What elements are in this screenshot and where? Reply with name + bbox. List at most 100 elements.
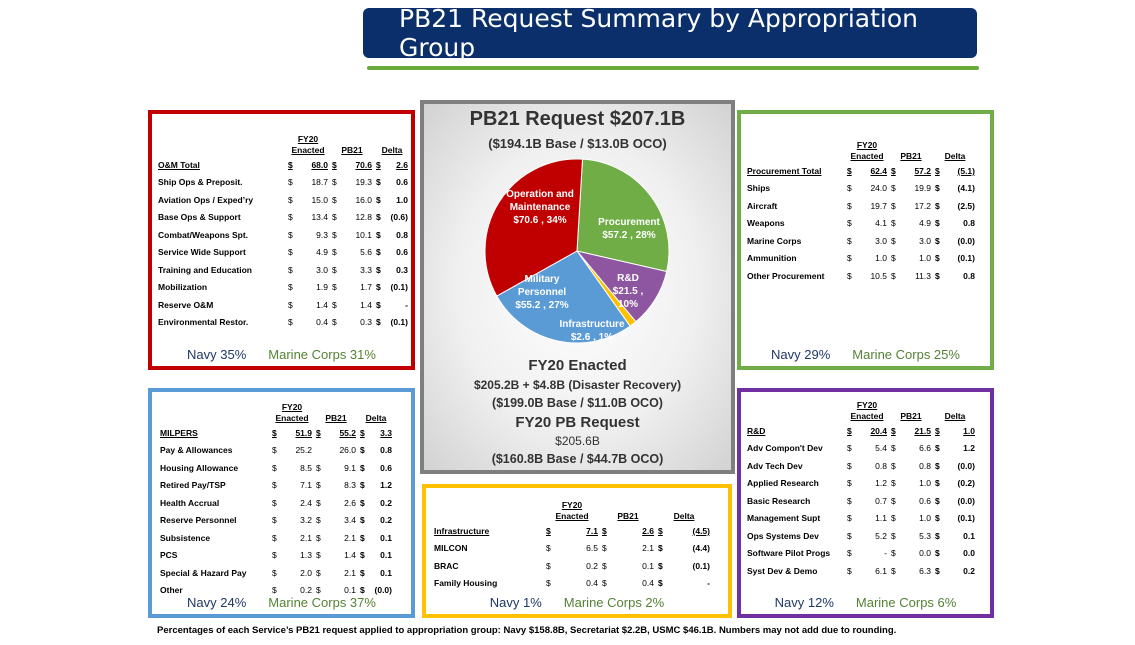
delta-currency: $	[935, 478, 940, 489]
delta-value: (0.1)	[957, 253, 975, 264]
pb21-value: 2.1	[642, 543, 654, 554]
pb21-value: 3.0	[919, 235, 931, 246]
fy20-currency: $	[847, 165, 852, 176]
pb21-value: 9.1	[344, 462, 356, 473]
milpers-header-fy20: FY20 Enacted	[275, 402, 309, 423]
pb21-value: 0.0	[919, 548, 931, 559]
pb21-currency: $	[891, 183, 896, 194]
table-row: PCS $1.3 $1.4 $0.1	[158, 547, 394, 565]
row-label: Housing Allowance	[160, 462, 239, 473]
fy20-enacted-line2: ($199.0B Base / $11.0B OCO)	[492, 396, 663, 410]
fy20-value: 0.4	[316, 317, 328, 328]
row-label: BRAC	[434, 560, 459, 571]
pb21-value: 2.6	[344, 497, 356, 508]
infrastructure-navy-share: Navy 1%	[489, 595, 542, 610]
milpers-usmc-share: Marine Corps 37%	[268, 595, 376, 610]
delta-value: 1.2	[963, 443, 975, 454]
delta-currency: $	[376, 264, 381, 275]
row-label: Training and Education	[158, 264, 252, 275]
table-row: Ops Systems Dev $5.2 $5.3 $0.1	[745, 527, 977, 545]
row-label: Aviation Ops / Exped’ry	[158, 194, 254, 205]
table-row: Subsistence $2.1 $2.1 $0.1	[158, 529, 394, 547]
delta-currency: $	[935, 183, 940, 194]
pb21-value: 5.3	[919, 530, 931, 541]
delta-value: (2.5)	[957, 200, 975, 211]
fy20-value: 1.0	[875, 253, 887, 264]
pb21-currency: $	[891, 513, 896, 524]
fy20-value: 1.9	[316, 282, 328, 293]
infrastructure-panel: FY20 Enacted PB21 Delta Infrastructure $7…	[422, 484, 732, 618]
table-row: Reserve Personnel $3.2 $3.4 $0.2	[158, 512, 394, 530]
delta-value: 0.2	[963, 565, 975, 576]
milpers-body: MILPERS $51.9 $55.2 $3.3 Pay & Allowances $25…	[158, 424, 394, 599]
pb21-value: 1.0	[919, 513, 931, 524]
delta-value: 2.6	[396, 159, 408, 170]
pb21-currency: $	[316, 567, 321, 578]
infrastructure-header-delta: Delta	[673, 511, 695, 521]
pb21-currency: $	[891, 495, 896, 506]
delta-currency: $	[376, 299, 381, 310]
delta-value: 0.6	[396, 177, 408, 188]
delta-currency: $	[658, 578, 663, 589]
pie-label-procurement: Procurement $57.2 , 28%	[598, 217, 660, 241]
fy20-currency: $	[272, 445, 277, 456]
pb21-currency: $	[332, 159, 337, 170]
fy20-currency: $	[288, 247, 293, 258]
pb21-value: 1.4	[344, 550, 356, 561]
fy20-value: 5.4	[875, 443, 887, 454]
om-panel: FY20 Enacted PB21 Delta O&M Total $68.0 $70…	[148, 110, 415, 370]
pb21-value: 0.1	[344, 585, 356, 596]
pb21-currency: $	[316, 550, 321, 561]
fy20-value: 19.7	[870, 200, 887, 211]
fy20-currency: $	[272, 550, 277, 561]
fy20-value: 24.0	[870, 183, 887, 194]
fy20-currency: $	[847, 460, 852, 471]
fy20-currency: $	[847, 548, 852, 559]
fy20-currency: $	[288, 264, 293, 275]
delta-value: (4.1)	[957, 183, 975, 194]
pb21-value: 6.6	[919, 443, 931, 454]
pb21-value: 55.2	[339, 427, 356, 438]
pb21-currency: $	[891, 565, 896, 576]
pb21-value: 0.6	[919, 495, 931, 506]
delta-currency: $	[360, 585, 365, 596]
pb21-value: 70.6	[355, 159, 372, 170]
pb21-value: 26.0	[339, 445, 356, 456]
fy20-value: 4.9	[316, 247, 328, 258]
pb21-value: 19.3	[355, 177, 372, 188]
row-label: Ship Ops & Preposit.	[158, 177, 243, 188]
pb21-value: 4.9	[919, 218, 931, 229]
row-label: Marine Corps	[747, 235, 802, 246]
delta-value: 0.6	[396, 247, 408, 258]
fy20-currency: $	[272, 462, 277, 473]
pb21-value: 1.0	[919, 253, 931, 264]
table-row: Combat/Weapons Spt. $9.3 $10.1 $0.8	[156, 226, 410, 244]
pie-slice-procurement	[576, 158, 670, 273]
om-table: FY20 Enacted PB21 Delta O&M Total $68.0 $70…	[156, 134, 410, 331]
infrastructure-body: Infrastructure $7.1 $2.6 $ (4.5) MILCON $6.5 $2…	[432, 522, 712, 592]
om-navy-share: Navy 35%	[187, 347, 247, 362]
delta-currency: $	[935, 565, 940, 576]
row-label: Management Supt	[747, 513, 821, 524]
fy20-currency: $	[847, 565, 852, 576]
fy20-currency: $	[272, 515, 277, 526]
fy20-value: 7.1	[586, 525, 598, 536]
fy20-currency: $	[272, 585, 277, 596]
fy20-value: 62.4	[870, 165, 887, 176]
row-label: Ops Systems Dev	[747, 530, 819, 541]
table-row: Aviation Ops / Exped’ry $15.0 $16.0 $1.0	[156, 191, 410, 209]
row-label: R&D	[747, 425, 766, 436]
fy20-currency: $	[546, 578, 551, 589]
fy20-enacted-line1: $205.2B + $4.8B (Disaster Recovery)	[473, 378, 682, 392]
fy20-value: 2.4	[300, 497, 312, 508]
table-row: Aircraft $19.7 $17.2 $ (2.5)	[745, 197, 977, 215]
delta-currency: $	[376, 282, 381, 293]
pie-label-infrastructure: Infrastructure $2.6 , 1%	[559, 319, 625, 343]
fy20-currency: $	[847, 253, 852, 264]
fy20-currency: $	[272, 532, 277, 543]
row-label: Software Pilot Progs	[747, 548, 831, 559]
fy20-currency: $	[288, 282, 293, 293]
fy20-value: 10.5	[870, 270, 887, 281]
fy20-value: 25.2	[295, 445, 312, 456]
fy20-value: 0.4	[586, 578, 598, 589]
